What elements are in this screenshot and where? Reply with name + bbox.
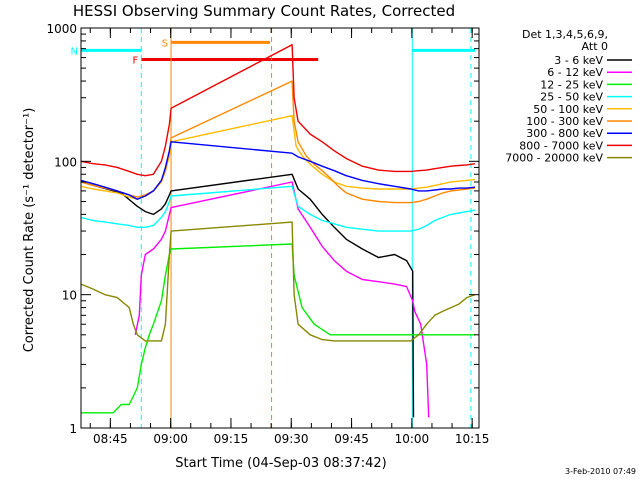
- legend-header: Att 0: [582, 40, 608, 53]
- flag-bars: F S N: [71, 38, 475, 67]
- x-tick-label: 09:45: [334, 432, 369, 446]
- legend-label: 25 - 50 keV: [540, 91, 603, 104]
- x-tick-label: 10:15: [455, 432, 490, 446]
- legend-label: 50 - 100 keV: [533, 103, 603, 116]
- legend-label: 800 - 7000 keV: [519, 139, 603, 152]
- plot-frame: [80, 27, 480, 429]
- flag-label: N: [71, 46, 78, 57]
- series-line: [80, 173, 415, 418]
- series-line: [134, 181, 430, 418]
- y-tick-label: 100: [54, 155, 77, 169]
- flag-label: F: [133, 56, 139, 67]
- timestamp: 3-Feb-2010 07:49: [565, 467, 636, 476]
- x-tick-label: 09:00: [153, 432, 188, 446]
- legend-label: 6 - 12 keV: [547, 66, 603, 79]
- legend-label: 7000 - 20000 keV: [505, 152, 603, 165]
- legend-header: Det 1,3,4,5,6,9,: [522, 28, 608, 41]
- y-tick-label: 1000: [46, 22, 77, 36]
- flag-label: S: [162, 38, 168, 49]
- x-tick-label: 09:15: [214, 432, 249, 446]
- legend-label: 3 - 6 keV: [554, 54, 603, 67]
- series-line: [80, 185, 476, 232]
- legend-label: 12 - 25 keV: [540, 78, 603, 91]
- legend-label: 300 - 800 keV: [526, 127, 603, 140]
- x-axis-label: Start Time (04-Sep-03 08:37:42): [175, 456, 386, 471]
- y-tick-label: 1: [69, 422, 77, 436]
- series-line: [81, 243, 475, 414]
- y-axis-label: Corrected Count Rate (s⁻¹ detector⁻¹): [22, 108, 37, 353]
- series-line: [80, 44, 476, 177]
- chart-title: HESSI Observing Summary Count Rates, Cor…: [73, 2, 455, 20]
- x-tick-label: 10:00: [395, 432, 430, 446]
- series-line: [80, 114, 476, 200]
- series-line: [80, 221, 476, 342]
- series-group: [80, 44, 476, 418]
- series-line: [80, 141, 476, 200]
- legend-label: 100 - 300 keV: [526, 115, 603, 128]
- x-tick-label: 08:45: [93, 432, 128, 446]
- x-tick-label: 09:30: [274, 432, 309, 446]
- x-axis: 08:45 09:00 09:15 09:30 09:45 10:00 10:15: [89, 28, 490, 446]
- y-axis: 1 10 100 1000: [46, 22, 479, 436]
- series-line: [80, 80, 476, 204]
- y-tick-label: 10: [62, 289, 77, 303]
